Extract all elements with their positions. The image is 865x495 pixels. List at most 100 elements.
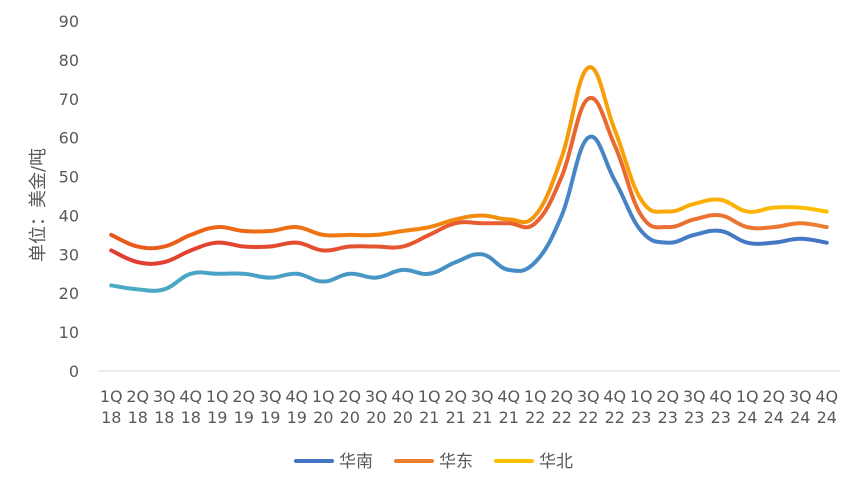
y-tick-label: 80: [59, 51, 79, 70]
x-tick-label: 3Q 18: [153, 387, 176, 427]
x-tick-label: 2Q 23: [656, 387, 679, 427]
x-tick-year: 23: [711, 408, 731, 427]
x-tick-label: 3Q 20: [365, 387, 388, 427]
x-tick-label: 2Q 24: [762, 387, 785, 427]
x-tick-label: 4Q 21: [497, 387, 520, 427]
y-tick-label: 70: [59, 90, 79, 109]
x-tick-year: 21: [419, 408, 439, 427]
x-tick-year: 19: [207, 408, 227, 427]
x-tick-year: 24: [764, 408, 784, 427]
x-tick-quarter: 2Q: [656, 387, 679, 406]
legend: 华南 华东 华北: [294, 452, 573, 472]
x-tick-quarter: 2Q: [444, 387, 467, 406]
x-tick-year: 20: [366, 408, 386, 427]
x-tick-year: 23: [658, 408, 678, 427]
x-tick-quarter: 4Q: [709, 387, 732, 406]
y-tick-label: 0: [69, 362, 79, 381]
y-tick-label: 20: [59, 284, 79, 303]
x-tick-year: 19: [234, 408, 254, 427]
x-tick-label: 4Q 22: [603, 387, 626, 427]
x-tick-quarter: 2Q: [338, 387, 361, 406]
x-tick-label: 1Q 19: [206, 387, 229, 427]
x-tick-quarter: 4Q: [179, 387, 202, 406]
x-tick-label: 3Q 19: [259, 387, 282, 427]
y-tick-label: 50: [59, 168, 79, 187]
x-tick-label: 2Q 20: [338, 387, 361, 427]
x-tick-label: 4Q 20: [391, 387, 414, 427]
x-tick-year: 24: [737, 408, 757, 427]
x-tick-year: 18: [101, 408, 121, 427]
x-tick-year: 20: [340, 408, 360, 427]
x-tick-year: 18: [128, 408, 148, 427]
x-tick-label: 2Q 18: [126, 387, 149, 427]
x-tick-quarter: 3Q: [471, 387, 494, 406]
x-tick-year: 19: [260, 408, 280, 427]
x-tick-label: 1Q 23: [630, 387, 653, 427]
x-tick-quarter: 1Q: [418, 387, 441, 406]
x-tick-year: 22: [525, 408, 545, 427]
x-tick-label: 1Q 18: [100, 387, 123, 427]
x-tick-quarter: 1Q: [524, 387, 547, 406]
x-tick-quarter: 1Q: [206, 387, 229, 406]
x-tick-year: 21: [446, 408, 466, 427]
x-tick-year: 24: [790, 408, 810, 427]
x-tick-quarter: 4Q: [815, 387, 838, 406]
x-tick-quarter: 3Q: [789, 387, 812, 406]
x-tick-quarter: 3Q: [259, 387, 282, 406]
legend-item: 华南: [294, 452, 373, 472]
x-tick-quarter: 1Q: [100, 387, 123, 406]
x-tick-quarter: 4Q: [603, 387, 626, 406]
x-tick-quarter: 1Q: [630, 387, 653, 406]
x-tick-quarter: 1Q: [312, 387, 335, 406]
series-lines: [109, 65, 829, 293]
x-tick-label: 2Q 19: [232, 387, 255, 427]
y-tick-label: 90: [59, 12, 79, 31]
x-tick-year: 22: [605, 408, 625, 427]
legend-item: 华北: [494, 452, 573, 472]
x-tick-label: 4Q 18: [179, 387, 202, 427]
x-tick-label: 4Q 24: [815, 387, 838, 427]
x-tick-label: 1Q 22: [524, 387, 547, 427]
x-tick-year: 23: [684, 408, 704, 427]
x-tick-label: 4Q 19: [285, 387, 308, 427]
x-tick-quarter: 2Q: [762, 387, 785, 406]
x-tick-year: 20: [393, 408, 413, 427]
x-tick-quarter: 3Q: [153, 387, 176, 406]
series-line-0: [109, 134, 829, 293]
y-axis-tick-labels: 0 10 20 30 40 50 60 70 80 90: [59, 12, 79, 381]
x-tick-quarter: 3Q: [683, 387, 706, 406]
x-tick-quarter: 4Q: [285, 387, 308, 406]
x-tick-year: 21: [472, 408, 492, 427]
series-line-1: [109, 95, 829, 266]
x-tick-label: 3Q 23: [683, 387, 706, 427]
x-tick-quarter: 4Q: [497, 387, 520, 406]
x-tick-year: 23: [631, 408, 651, 427]
y-axis-title: 单位：美金/吨: [28, 148, 49, 262]
x-tick-year: 19: [287, 408, 307, 427]
x-tick-quarter: 4Q: [391, 387, 414, 406]
x-tick-label: 1Q 21: [418, 387, 441, 427]
legend-label: 华北: [539, 452, 573, 472]
x-tick-quarter: 2Q: [126, 387, 149, 406]
x-tick-quarter: 1Q: [736, 387, 759, 406]
x-tick-year: 21: [499, 408, 519, 427]
x-tick-label: 1Q 20: [312, 387, 335, 427]
legend-label: 华东: [439, 452, 473, 472]
y-tick-label: 30: [59, 245, 79, 264]
x-tick-quarter: 3Q: [577, 387, 600, 406]
x-tick-quarter: 3Q: [365, 387, 388, 406]
y-tick-label: 60: [59, 129, 79, 148]
x-tick-label: 2Q 21: [444, 387, 467, 427]
x-tick-year: 24: [817, 408, 837, 427]
legend-item: 华东: [394, 452, 473, 472]
x-tick-quarter: 2Q: [550, 387, 573, 406]
x-tick-year: 20: [313, 408, 333, 427]
series-line-2: [109, 65, 829, 251]
x-tick-label: 3Q 24: [789, 387, 812, 427]
y-tick-label: 10: [59, 323, 79, 342]
x-tick-year: 18: [154, 408, 174, 427]
x-tick-label: 3Q 22: [577, 387, 600, 427]
